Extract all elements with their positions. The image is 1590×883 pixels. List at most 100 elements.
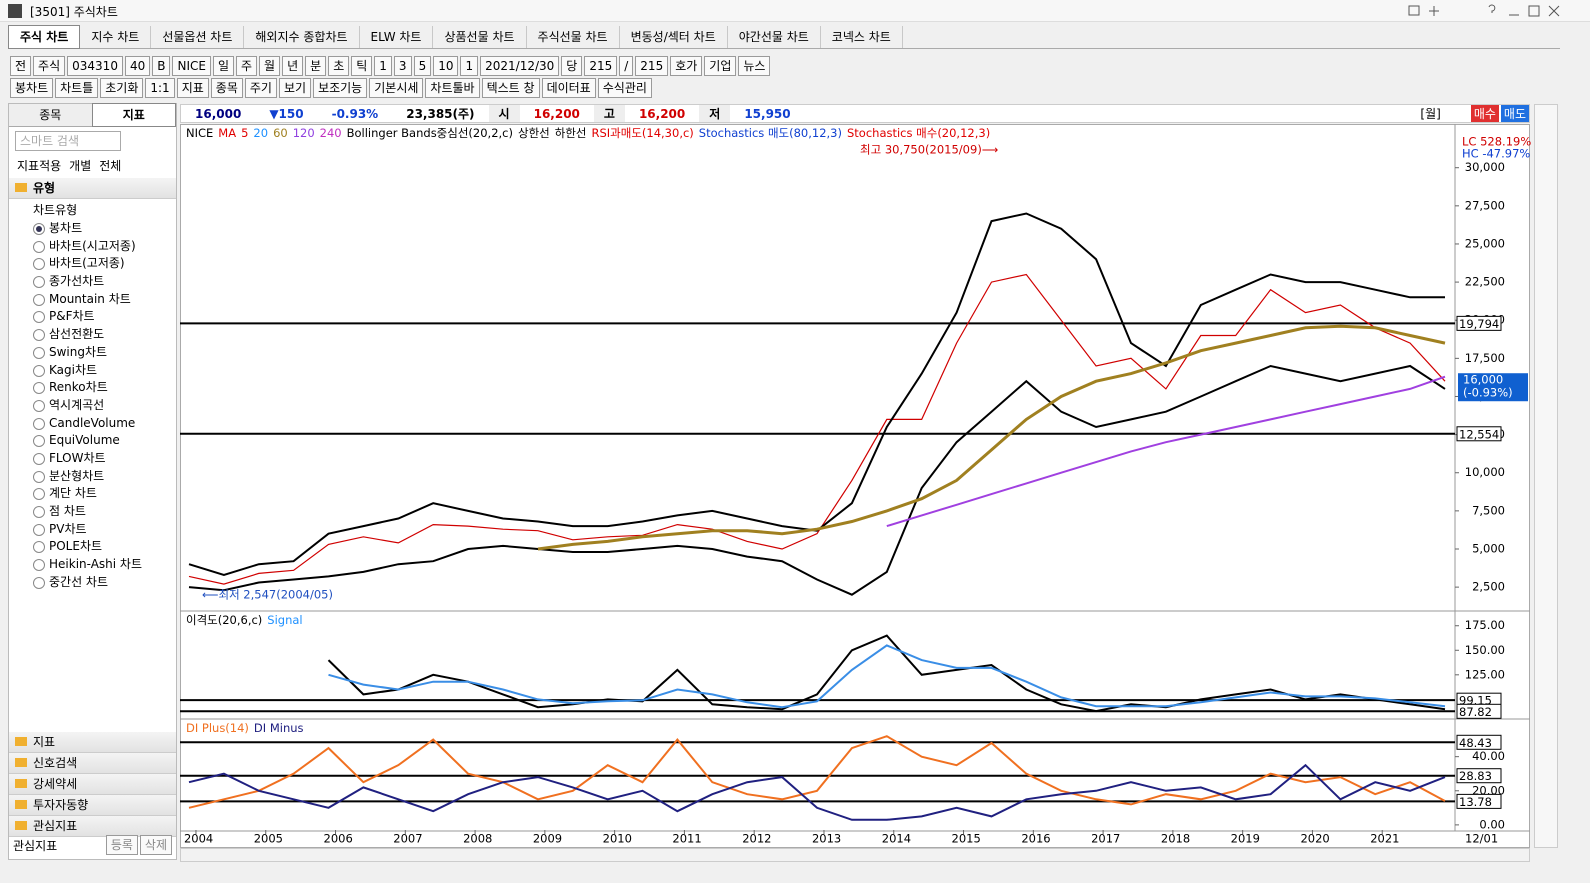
toolbar-button[interactable]: 분	[305, 56, 327, 76]
toolbar-button[interactable]: 데이터표	[541, 78, 596, 98]
section[interactable]: 신호검색	[9, 753, 176, 774]
toolbar-button[interactable]: 봉차트	[10, 78, 54, 98]
quote-field: 23,385(주)	[406, 107, 475, 121]
tab[interactable]: 야간선물 차트	[728, 25, 821, 48]
sidebar-tab[interactable]: 종목	[9, 104, 92, 126]
group-header[interactable]: 유형	[9, 178, 176, 199]
chart-type-option[interactable]: 점 차트	[25, 503, 176, 521]
chart-type-option[interactable]: CandleVolume	[25, 415, 176, 433]
footer-button[interactable]: 등록	[105, 835, 138, 855]
buy-button[interactable]: 매수	[1470, 105, 1499, 122]
toolbar-button[interactable]: 수식관리	[597, 78, 652, 98]
toolbar-button[interactable]: 보기	[278, 78, 312, 98]
toolbar-button[interactable]: 1	[374, 56, 392, 76]
toolbar-button[interactable]: 2021/12/30	[480, 56, 560, 76]
chart-type-option[interactable]: Heikin-Ashi 차트	[25, 556, 176, 574]
toolbar-button[interactable]: 차트툴바	[425, 78, 480, 98]
toolbar-button[interactable]: /	[619, 56, 634, 76]
chart-type-option[interactable]: 바차트(시고저종)	[25, 238, 176, 256]
toolbar-button[interactable]: 1	[460, 56, 479, 76]
sell-button[interactable]: 매도	[1500, 105, 1529, 122]
toolbar-button[interactable]: 주식	[33, 56, 66, 76]
toolbar: 봉차트 차트틀 초기화 1:1 지표 종목 주기 보기 보조기능 기본시세 차트툴바 텍스트 창 데이터…	[10, 78, 652, 98]
toolbar-button[interactable]: 5	[413, 56, 432, 76]
chart-type-option[interactable]: POLE차트	[25, 538, 176, 556]
toolbar-button[interactable]: 초	[328, 56, 350, 76]
chart-type-option[interactable]: FLOW차트	[25, 450, 176, 468]
toolbar-button[interactable]: 틱	[351, 56, 373, 76]
toolbar-button[interactable]: 10	[433, 56, 459, 76]
tab[interactable]: ELW 차트	[360, 25, 434, 48]
window-controls[interactable]	[1405, 3, 1585, 19]
chart-type-option[interactable]: P&F차트	[25, 308, 176, 326]
tab[interactable]: 지수 차트	[80, 25, 152, 48]
scrollbar[interactable]	[180, 848, 1530, 862]
section[interactable]: 관심지표	[9, 816, 176, 837]
subgroup[interactable]: 차트유형	[33, 203, 78, 217]
chart-type-option[interactable]: 중간선 차트	[25, 574, 176, 592]
apply-option[interactable]: 전체	[99, 159, 122, 173]
toolbar-button[interactable]: 215	[635, 56, 669, 76]
quote-field: 15,950	[744, 106, 791, 121]
chart-type-option[interactable]: 봉차트	[25, 220, 176, 238]
toolbar-button[interactable]: NICE	[172, 56, 211, 76]
chart-type-option[interactable]: 종가선차트	[25, 273, 176, 291]
toolbar-button[interactable]: 034310	[67, 56, 123, 76]
toolbar-button[interactable]: 보조기능	[313, 78, 368, 98]
chart-type-option[interactable]: 계단 차트	[25, 485, 176, 503]
tab[interactable]: 상품선물 차트	[433, 25, 527, 48]
chart-type-option[interactable]: PV차트	[25, 521, 176, 539]
chart-area	[180, 124, 1530, 848]
tab[interactable]: 주식선물 차트	[527, 25, 620, 48]
toolbar-button[interactable]: 40	[124, 56, 151, 76]
chart-type-option[interactable]: EquiVolume	[25, 432, 176, 450]
quote-field: 16,200	[638, 106, 686, 121]
toolbar-button[interactable]: 3	[393, 56, 412, 76]
section[interactable]: 투자자동향	[9, 795, 176, 816]
toolbar-button[interactable]: 기본시세	[369, 78, 424, 98]
sidebar-tab[interactable]: 지표	[91, 103, 176, 127]
toolbar-button[interactable]: 차트틀	[55, 78, 99, 98]
tab[interactable]: 변동성/섹터 차트	[620, 25, 728, 48]
tab[interactable]: 선물옵션 차트	[151, 25, 245, 48]
tab[interactable]: 해외지수 종합차트	[244, 25, 360, 48]
chart-type-option[interactable]: Kagi차트	[25, 362, 176, 380]
toolbar-button[interactable]: 기업	[704, 56, 737, 76]
toolbar-button[interactable]: 일	[212, 56, 234, 76]
toolbar-button[interactable]: 뉴스	[738, 56, 771, 76]
chart-type-option[interactable]: 분산형차트	[25, 468, 176, 486]
section[interactable]: 지표	[9, 732, 176, 753]
toolbar-button[interactable]: B	[152, 56, 171, 76]
chart-type-option[interactable]: 바차트(고저종)	[25, 255, 176, 273]
chart-type-option[interactable]: Renko차트	[25, 379, 176, 397]
toolbar-button[interactable]: 주기	[244, 78, 277, 98]
toolbar-button[interactable]: 텍스트 창	[481, 78, 540, 98]
app-icon	[8, 4, 22, 18]
chart-type-option[interactable]: 역시계곡선	[25, 397, 176, 415]
chart-type-option[interactable]: 삼선전환도	[25, 326, 176, 344]
toolbar-button[interactable]: 1:1	[145, 78, 175, 98]
chart-type-option[interactable]: Mountain 차트	[25, 291, 176, 309]
apply-option[interactable]: 개별	[69, 159, 92, 173]
toolbar-button[interactable]: 호가	[670, 56, 703, 76]
search-box[interactable]: 스마트 검색	[15, 131, 121, 151]
toolbar-button[interactable]: 전	[10, 56, 32, 76]
toolbar-button[interactable]: 월	[259, 56, 281, 76]
right-toolbar[interactable]	[1534, 104, 1558, 848]
tab[interactable]: 주식 차트	[8, 24, 81, 49]
toolbar-button[interactable]: 종목	[210, 78, 243, 98]
toolbar-button[interactable]: 주	[236, 56, 258, 76]
toolbar-button[interactable]: 215	[584, 56, 618, 76]
tab-bar: 주식 차트 지수 차트 선물옵션 차트 해외지수 종합차트 ELW 차트 상품선물 차트 주…	[8, 24, 1560, 49]
tab[interactable]: 코넥스 차트	[821, 25, 903, 48]
toolbar-button[interactable]: 지표	[176, 78, 209, 98]
quote-field: 16,200	[533, 106, 580, 121]
toolbar-button[interactable]: 년	[282, 56, 304, 76]
section[interactable]: 강세약세	[9, 774, 176, 795]
footer-button[interactable]: 삭제	[139, 835, 172, 855]
title-bar: [3501] 주식차트	[0, 0, 1590, 22]
toolbar-button[interactable]: 당	[561, 56, 583, 76]
toolbar: 전 주식 034310 40 B NICE 일 주 월 년 분 초 틱 1 3 5 10 1 2021/12/30 당…	[10, 56, 771, 76]
chart-type-option[interactable]: Swing차트	[25, 344, 176, 362]
toolbar-button[interactable]: 초기화	[100, 78, 144, 98]
